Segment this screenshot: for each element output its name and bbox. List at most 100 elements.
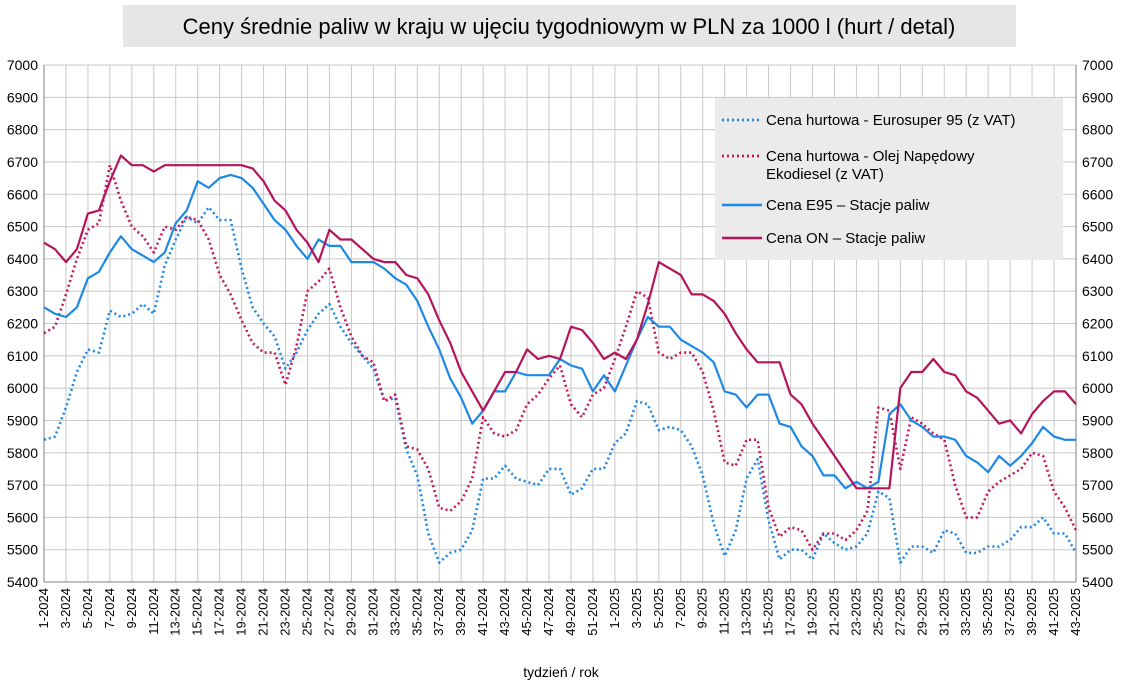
x-tick-label: 15-2024 xyxy=(190,588,205,636)
y-tick-label: 6200 xyxy=(7,316,38,332)
x-tick-label: 9-2025 xyxy=(695,588,710,628)
x-tick-label: 13-2024 xyxy=(168,588,183,636)
x-tick-label: 17-2024 xyxy=(212,588,227,636)
x-tick-label: 49-2024 xyxy=(563,588,578,636)
y-tick-label-right: 6200 xyxy=(1082,316,1113,332)
y-tick-label: 6700 xyxy=(7,154,38,170)
y-tick-label: 5400 xyxy=(7,574,38,590)
y-tick-label-right: 6500 xyxy=(1082,219,1113,235)
x-tick-label: 7-2024 xyxy=(102,588,117,628)
y-tick-label: 6900 xyxy=(7,89,38,105)
legend-label-1: Cena hurtowa - Eurosuper 95 (z VAT) xyxy=(766,112,1016,129)
x-tick-label: 37-2025 xyxy=(1002,588,1017,636)
x-tick-label: 21-2024 xyxy=(256,588,271,636)
y-tick-label-right: 5400 xyxy=(1082,574,1113,590)
x-tick-label: 33-2024 xyxy=(387,588,402,636)
y-tick-label: 5600 xyxy=(7,509,38,525)
series-line-4 xyxy=(43,154,1077,490)
y-tick-label-right: 5500 xyxy=(1082,542,1113,558)
x-tick-label: 19-2025 xyxy=(805,588,820,636)
y-axis-left-ticks: 5400 5500 5600 5700 5800 5900 6000 6100 6200 6300… xyxy=(7,57,38,590)
y-axis-right-ticks: 5400 5500 5600 5700 5800 5900 6000 6100 6200 6300… xyxy=(1082,57,1113,590)
x-tick-label: 11-2024 xyxy=(146,588,161,635)
x-tick-label: 31-2024 xyxy=(365,588,380,636)
x-tick-label: 1-2024 xyxy=(36,588,51,628)
x-tick-label: 3-2025 xyxy=(629,588,644,628)
x-tick-label: 23-2025 xyxy=(848,588,863,636)
y-tick-label: 6400 xyxy=(7,251,38,267)
legend-label-3: Cena E95 – Stacje paliw xyxy=(766,197,930,214)
legend-background xyxy=(715,98,1063,260)
y-tick-label-right: 6900 xyxy=(1082,89,1113,105)
x-tick-label: 41-2025 xyxy=(1046,588,1061,636)
y-tick-label: 7000 xyxy=(7,57,38,73)
x-tick-label: 35-2024 xyxy=(409,588,424,636)
series-line-2 xyxy=(43,163,1078,552)
x-tick-label: 41-2024 xyxy=(475,588,490,636)
x-tick-label: 17-2025 xyxy=(783,588,798,636)
x-tick-label: 43-2025 xyxy=(1068,588,1083,636)
x-tick-label: 5-2024 xyxy=(80,588,95,628)
y-tick-label-right: 7000 xyxy=(1082,57,1113,73)
y-tick-label: 5500 xyxy=(7,542,38,558)
x-tick-label: 39-2025 xyxy=(1024,588,1039,636)
x-tick-label: 27-2024 xyxy=(321,588,336,636)
x-tick-label: 3-2024 xyxy=(58,588,73,628)
x-tick-label: 43-2024 xyxy=(497,588,512,636)
x-tick-label: 13-2025 xyxy=(739,588,754,636)
x-tick-label: 9-2024 xyxy=(124,588,139,628)
x-tick-label: 19-2024 xyxy=(234,588,249,636)
x-tick-label: 5-2025 xyxy=(651,588,666,628)
x-tick-label: 47-2024 xyxy=(541,588,556,636)
y-tick-label: 6300 xyxy=(7,283,38,299)
y-tick-label-right: 6400 xyxy=(1082,251,1113,267)
y-tick-label-right: 5700 xyxy=(1082,477,1113,493)
axes xyxy=(43,65,1077,583)
chart-title: Ceny średnie paliw w kraju w ujęciu tygo… xyxy=(183,14,956,39)
x-tick-label: 29-2025 xyxy=(914,588,929,636)
y-tick-label-right: 6800 xyxy=(1082,122,1113,138)
x-tick-label: 45-2024 xyxy=(519,588,534,636)
y-tick-label-right: 6700 xyxy=(1082,154,1113,170)
x-tick-label: 31-2025 xyxy=(936,588,951,636)
series-line-1 xyxy=(43,205,1078,564)
x-tick-label: 23-2024 xyxy=(278,588,293,636)
x-tick-label: 33-2025 xyxy=(958,588,973,636)
y-tick-label: 5700 xyxy=(7,477,38,493)
x-axis-ticks: 1-2024 3-2024 5-2024 7-2024 9-2024 11-2024 13-… xyxy=(36,588,1083,636)
x-tick-label: 35-2025 xyxy=(980,588,995,636)
legend: Cena hurtowa - Eurosuper 95 (z VAT) Cena … xyxy=(715,98,1063,260)
x-tick-label: 25-2025 xyxy=(870,588,885,636)
x-tick-label: 39-2024 xyxy=(453,588,468,636)
x-tick-label: 11-2025 xyxy=(717,588,732,635)
chart-title-background xyxy=(123,5,1016,47)
x-tick-label: 29-2024 xyxy=(343,588,358,636)
x-tick-label: 15-2025 xyxy=(761,588,776,636)
x-tick-label: 25-2024 xyxy=(299,588,314,636)
y-tick-label: 6500 xyxy=(7,219,38,235)
y-tick-label-right: 6000 xyxy=(1082,380,1113,396)
y-tick-label: 6600 xyxy=(7,186,38,202)
y-tick-label-right: 6600 xyxy=(1082,186,1113,202)
x-tick-label: 27-2025 xyxy=(892,588,907,636)
x-tick-label: 7-2025 xyxy=(673,588,688,628)
y-tick-label: 6800 xyxy=(7,122,38,138)
x-tick-label: 51-2024 xyxy=(585,588,600,636)
y-tick-label: 6100 xyxy=(7,348,38,364)
legend-label-2: Cena hurtowa - Olej Napędowy Ekodiesel (z… xyxy=(766,148,975,183)
x-tick-label: 37-2024 xyxy=(431,588,446,636)
y-tick-label: 5800 xyxy=(7,445,38,461)
y-tick-label-right: 6300 xyxy=(1082,283,1113,299)
y-tick-label-right: 5900 xyxy=(1082,412,1113,428)
y-tick-label-right: 6100 xyxy=(1082,348,1113,364)
x-tick-label: 1-2025 xyxy=(607,588,622,628)
x-tick-label: 21-2025 xyxy=(826,588,841,636)
y-tick-label: 6000 xyxy=(7,380,38,396)
legend-label-4: Cena ON – Stacje paliw xyxy=(766,230,925,247)
series-lines xyxy=(43,154,1078,564)
y-tick-label-right: 5800 xyxy=(1082,445,1113,461)
y-tick-label-right: 5600 xyxy=(1082,509,1113,525)
x-axis-label: tydzień / rok xyxy=(523,664,599,680)
y-tick-label: 5900 xyxy=(7,412,38,428)
